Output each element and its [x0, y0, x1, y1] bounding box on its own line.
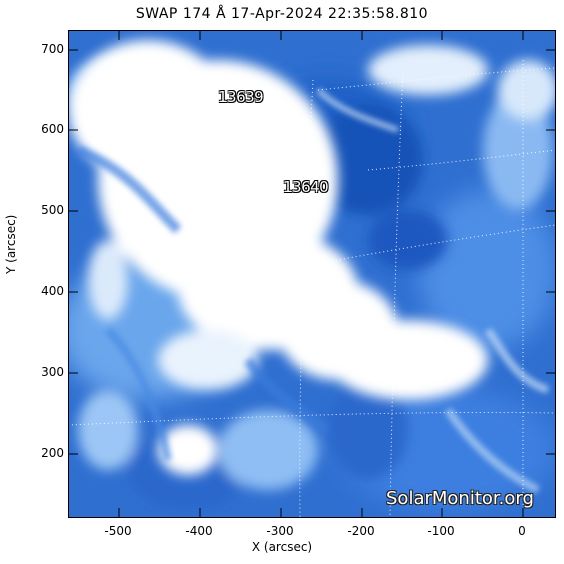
y-tick-label: 600: [41, 122, 64, 136]
active-region-label: 13640: [283, 178, 329, 196]
x-tick-label: -200: [347, 524, 375, 538]
active-region-label: 13639: [218, 88, 264, 106]
x-tick-label: -400: [185, 524, 213, 538]
x-tick-label: -100: [427, 524, 455, 538]
x-tick-label: -300: [266, 524, 294, 538]
coordinate-grid: [68, 59, 556, 518]
solar-image: [68, 30, 556, 518]
y-tick-label: 400: [41, 284, 64, 298]
y-tick-label: 500: [41, 203, 64, 217]
y-tick-label: 700: [41, 42, 64, 56]
y-axis-label: Y (arcsec): [4, 214, 18, 274]
image-title: SWAP 174 Å 17-Apr-2024 22:35:58.810: [135, 6, 429, 22]
x-tick-label: 0: [518, 524, 526, 538]
y-tick-label: 300: [41, 365, 64, 379]
x-tick-label: -500: [104, 524, 132, 538]
x-axis-label: X (arcsec): [251, 540, 313, 554]
watermark: SolarMonitor.org: [386, 488, 534, 509]
y-tick-label: 200: [41, 446, 64, 460]
solar-corona-svg: [68, 30, 556, 518]
